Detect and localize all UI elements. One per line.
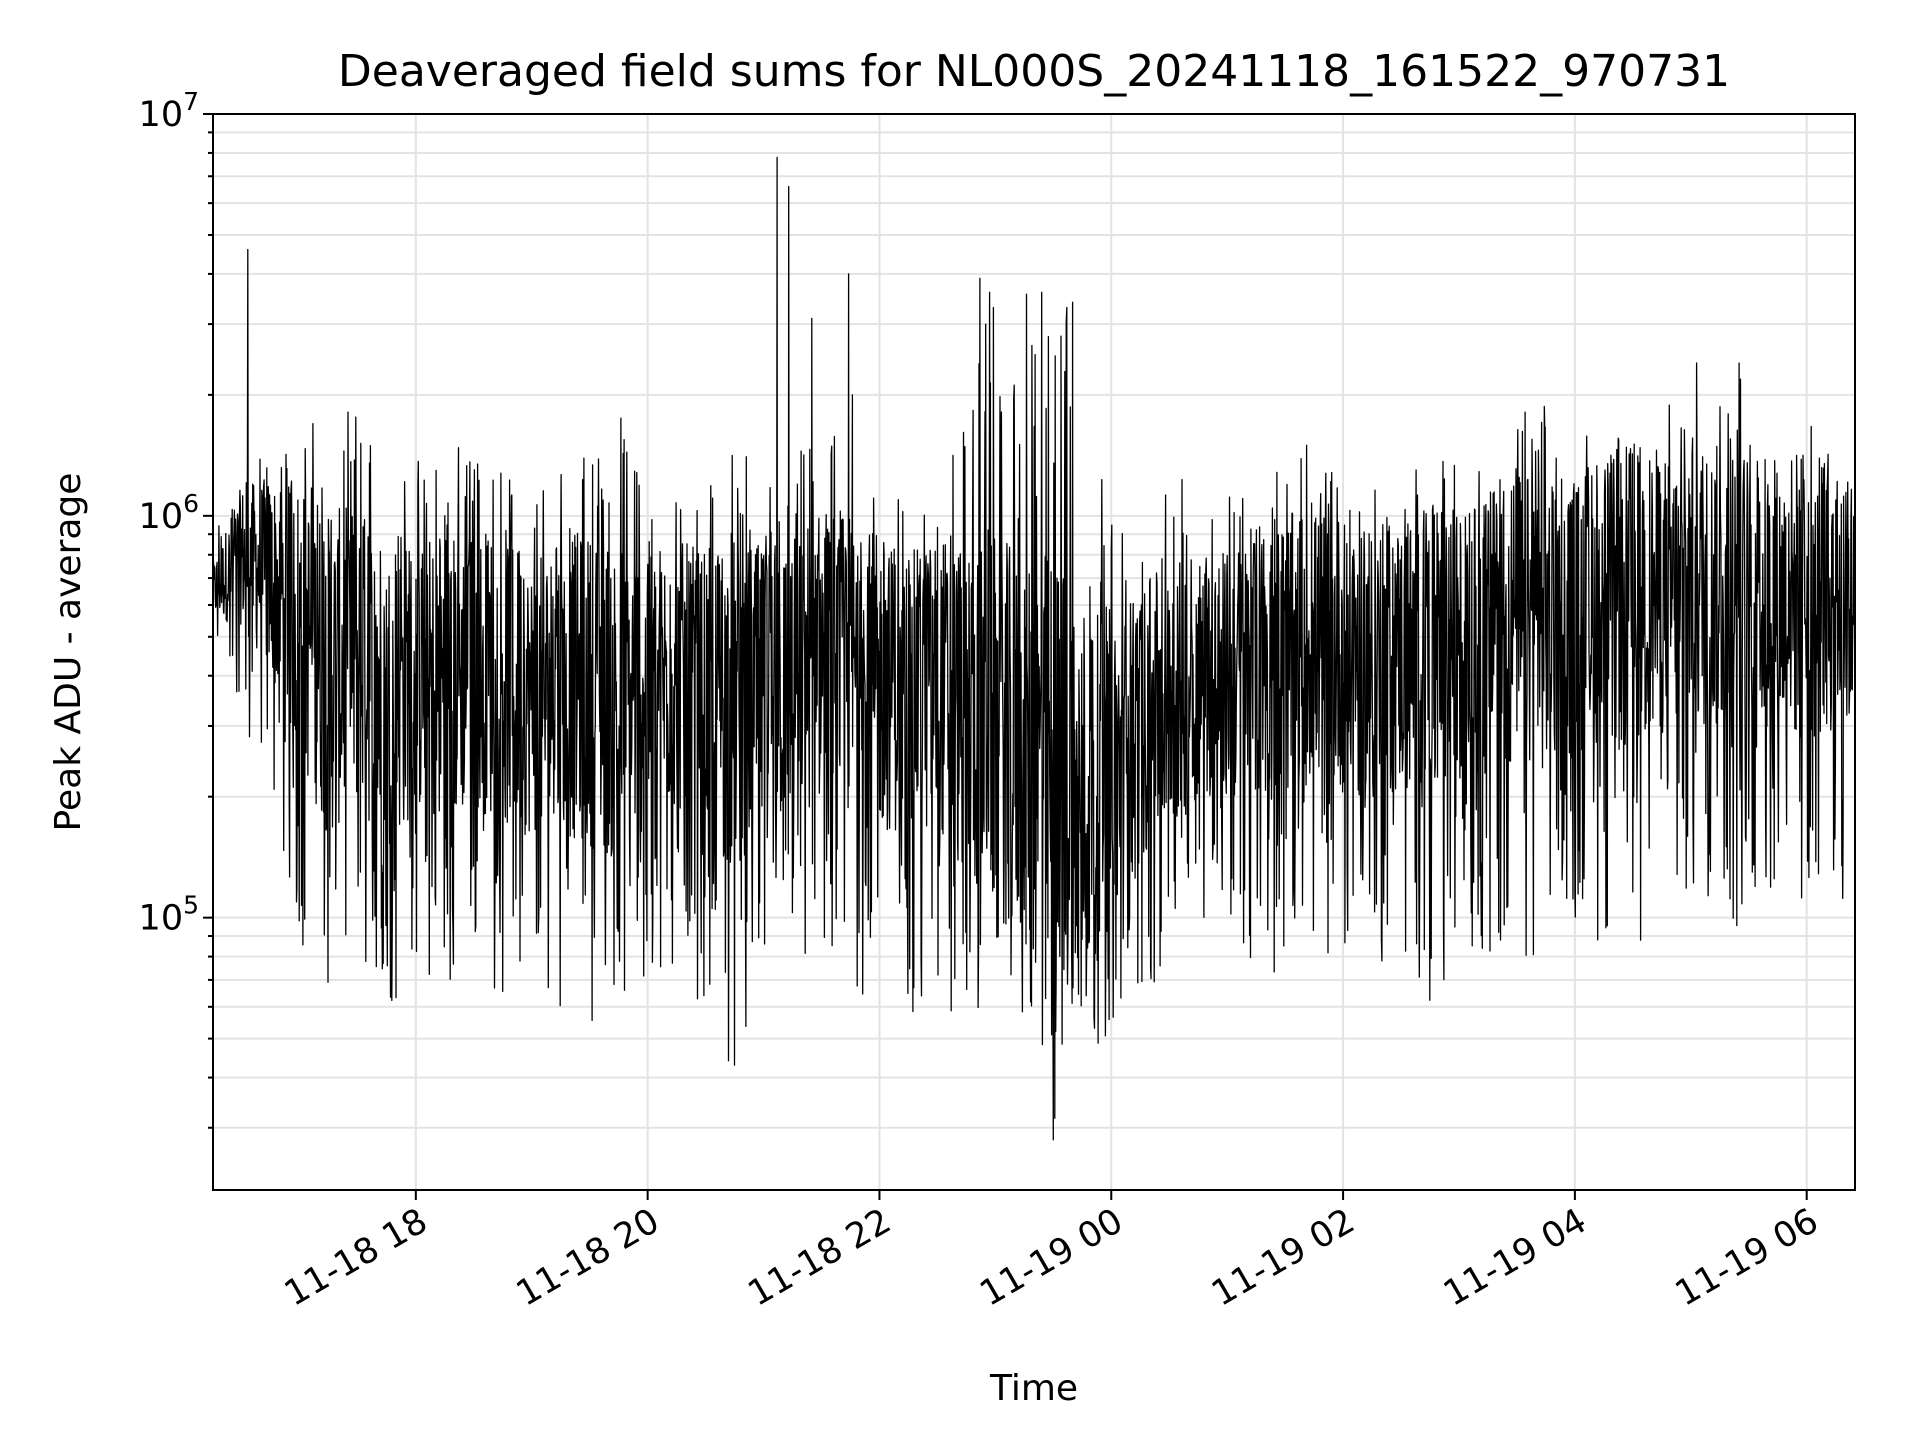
- y-tick-label: 106: [139, 489, 199, 537]
- y-tick-label: 105: [139, 891, 199, 939]
- y-tick-exponent: 5: [183, 891, 199, 920]
- plot-frame: [212, 113, 1856, 1191]
- y-tick-label: 107: [139, 87, 199, 135]
- y-tick-base: 10: [139, 95, 184, 135]
- series-line: [212, 156, 1856, 1141]
- x-axis-label: Time: [989, 1368, 1078, 1409]
- y-tick-base: 10: [139, 497, 184, 537]
- chart-title: Deaveraged field sums for NL000S_2024111…: [338, 46, 1730, 97]
- y-tick-exponent: 7: [183, 87, 199, 116]
- data-series: [212, 156, 1856, 1141]
- y-tick-exponent: 6: [183, 489, 199, 518]
- y-axis-label: Peak ADU - average: [48, 473, 89, 832]
- y-tick-base: 10: [139, 899, 184, 939]
